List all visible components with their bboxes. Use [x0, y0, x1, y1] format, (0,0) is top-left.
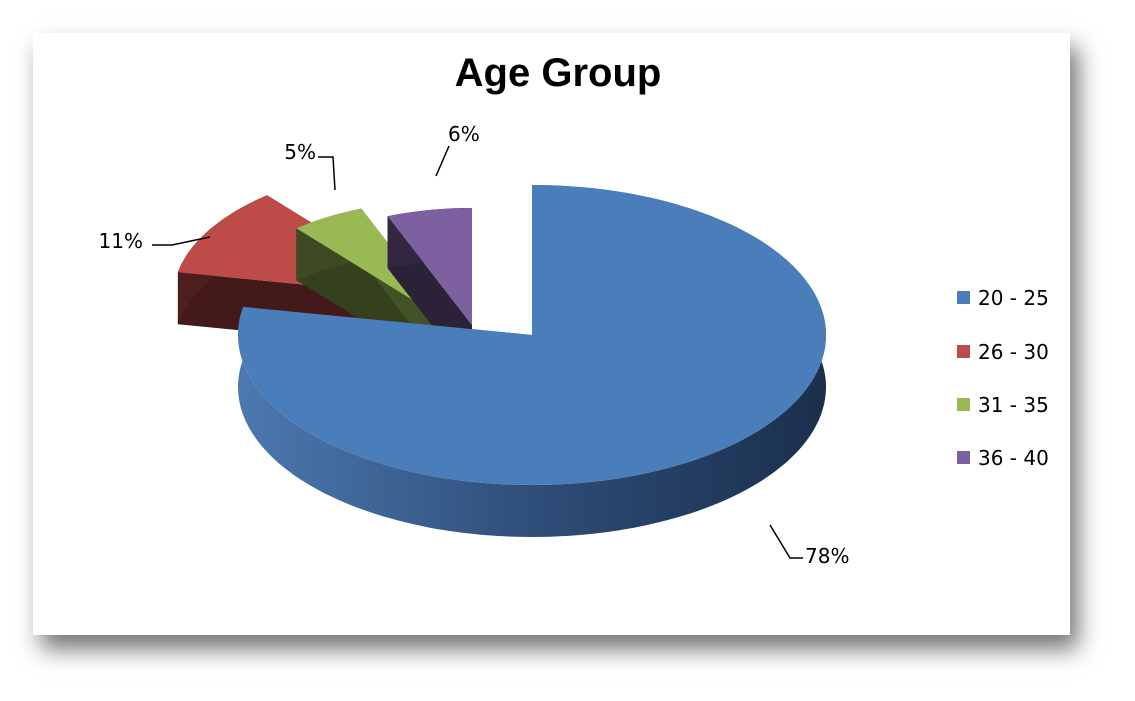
data-labels: 78% 11% 5% 6%	[99, 122, 850, 568]
pie-slice-20-25	[238, 185, 826, 537]
data-label: 78%	[805, 544, 849, 568]
leader-line	[152, 236, 211, 246]
data-label: 6%	[448, 122, 480, 146]
legend-item: 31 - 35	[957, 393, 1049, 417]
legend: 20 - 25 26 - 30 31 - 35 36 - 40	[957, 286, 1049, 470]
legend-item: 36 - 40	[957, 446, 1049, 470]
leader-line	[318, 156, 336, 191]
legend-label: 31 - 35	[978, 393, 1049, 417]
slice-top	[387, 208, 472, 325]
legend-swatch	[957, 451, 970, 464]
legend-swatch	[957, 291, 970, 304]
legend-item: 26 - 30	[957, 340, 1049, 364]
data-label: 11%	[99, 229, 143, 253]
legend-label: 20 - 25	[978, 286, 1049, 310]
legend-label: 36 - 40	[978, 446, 1049, 470]
leader-line	[769, 524, 803, 559]
pie-slices	[177, 185, 826, 537]
slice-top	[238, 185, 826, 485]
leader-line	[435, 145, 450, 177]
legend-label: 26 - 30	[978, 340, 1049, 364]
legend-swatch	[957, 398, 970, 411]
data-label: 5%	[284, 140, 316, 164]
legend-swatch	[957, 345, 970, 358]
chart-title: Age Group	[455, 51, 662, 95]
legend-item: 20 - 25	[957, 286, 1049, 310]
